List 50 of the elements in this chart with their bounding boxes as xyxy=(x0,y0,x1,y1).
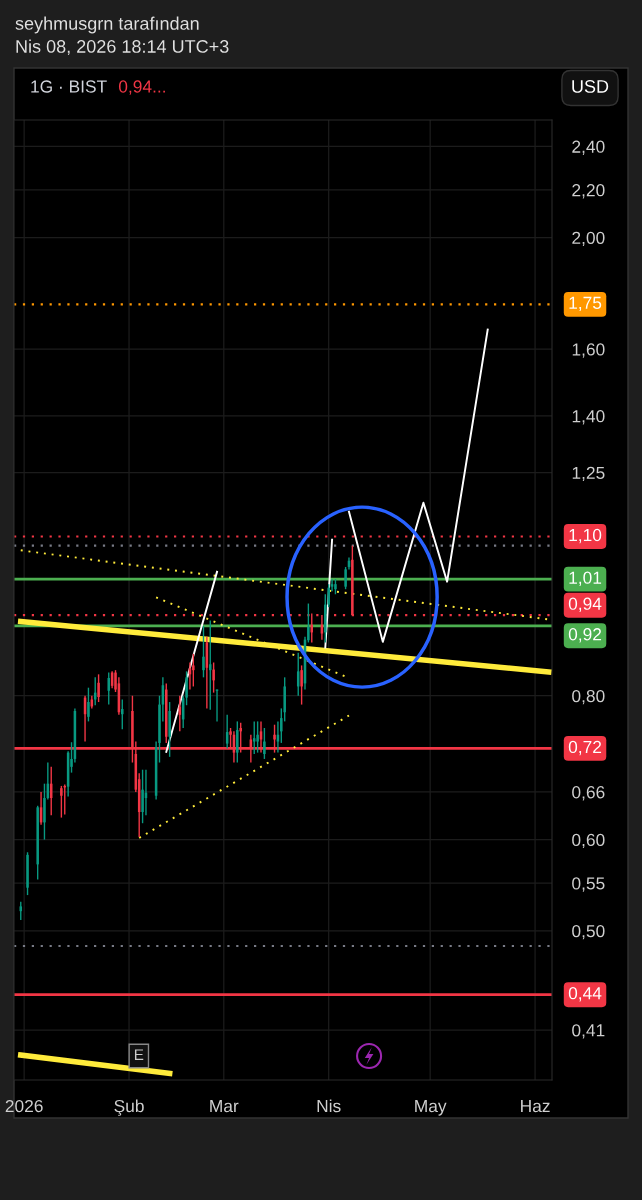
y-tick-label: 0,66 xyxy=(572,786,605,801)
ref-line-label: 1,10 xyxy=(569,528,602,544)
y-tick-label: 2,20 xyxy=(572,184,605,199)
x-tick-label: Haz xyxy=(521,1100,550,1113)
candlestick xyxy=(97,673,100,703)
text: Nis 08, 2026 18:14 UTC+3 xyxy=(16,39,229,55)
candlestick xyxy=(26,851,29,896)
candlestick xyxy=(344,566,347,590)
y-tick-label: 0,50 xyxy=(572,924,605,940)
candlestick xyxy=(236,720,239,764)
candlestick xyxy=(141,769,144,824)
y-tick-label: 1,25 xyxy=(572,466,605,482)
candlestick xyxy=(121,698,124,731)
text: seyhmusgrn tarafından xyxy=(15,16,199,34)
ref-line-label: 1,01 xyxy=(569,571,602,586)
candlestick xyxy=(212,661,215,694)
x-tick-label: Şub xyxy=(114,1099,144,1116)
text: 0,94... xyxy=(118,80,165,95)
y-tick-label: 1,60 xyxy=(572,343,605,358)
candlestick xyxy=(300,664,303,706)
y-tick-label: 0,80 xyxy=(572,689,605,705)
x-tick-label: Mar xyxy=(210,1100,239,1113)
y-tick-label: 0,60 xyxy=(572,833,605,849)
x-tick-label: May xyxy=(415,1100,447,1116)
y-tick-label: 1,40 xyxy=(572,410,605,425)
candlestick xyxy=(256,720,259,754)
y-tick-label: 2,40 xyxy=(572,140,605,155)
annotation: E xyxy=(134,1049,144,1060)
candlestick xyxy=(87,686,90,723)
y-tick-label: 2,00 xyxy=(572,231,605,247)
candlestick xyxy=(60,785,63,819)
candlestick xyxy=(192,653,195,688)
ref-line-label: 1,75 xyxy=(569,296,602,312)
ref-line-label: 0,94 xyxy=(568,597,602,612)
y-tick-label: 0,41 xyxy=(572,1024,605,1039)
candlestick xyxy=(263,727,266,760)
candlestick xyxy=(19,900,23,921)
x-tick-label: Nis xyxy=(317,1099,341,1113)
chart-title: 1G · BIST xyxy=(31,80,107,93)
ref-line-label: 0,92 xyxy=(568,628,602,643)
candlestick xyxy=(168,701,171,758)
text: USD xyxy=(572,80,609,93)
x-tick-label: 2026 xyxy=(5,1099,43,1113)
candlestick xyxy=(334,578,337,595)
y-tick-label: 0,55 xyxy=(572,877,605,892)
ref-line-label: 0,44 xyxy=(568,987,602,1002)
candlestick xyxy=(202,625,205,679)
candlestick xyxy=(252,720,256,755)
ref-line-label: 0,72 xyxy=(568,740,602,756)
line-series xyxy=(348,328,489,643)
